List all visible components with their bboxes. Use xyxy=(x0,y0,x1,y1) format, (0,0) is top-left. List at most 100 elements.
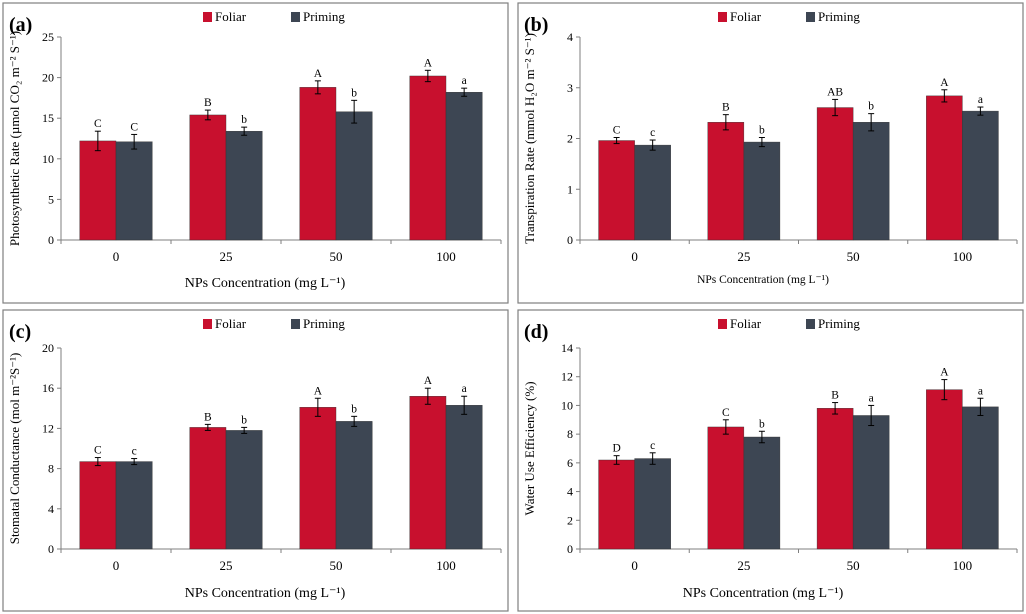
y-tick-label: 3 xyxy=(567,81,573,95)
y-tick-label: 2 xyxy=(567,513,573,527)
x-axis-label: NPs Concentration (mg L⁻¹) xyxy=(697,274,829,286)
legend-label-foliar: Foliar xyxy=(215,316,247,331)
legend-label-priming: Priming xyxy=(818,316,860,331)
significance-letter: B xyxy=(204,97,212,109)
significance-letter: c xyxy=(650,127,655,139)
category-label: 100 xyxy=(436,558,456,573)
bar-foliar-50 xyxy=(299,87,337,241)
category-label: 25 xyxy=(220,249,233,264)
significance-letter: a xyxy=(978,94,983,106)
significance-letter: a xyxy=(978,385,983,397)
significance-letter: a xyxy=(462,75,467,87)
category-label: 0 xyxy=(631,558,638,573)
bar-foliar-25 xyxy=(707,426,745,550)
bar-priming-100 xyxy=(962,406,999,550)
significance-letter: C xyxy=(130,121,138,133)
bar-priming-50 xyxy=(852,122,890,241)
significance-letter: c xyxy=(650,440,655,452)
significance-letter: A xyxy=(940,367,949,379)
legend-swatch-foliar xyxy=(203,12,212,22)
category-label: 100 xyxy=(436,249,456,264)
bar-foliar-25 xyxy=(189,427,227,550)
y-tick-label: 20 xyxy=(42,341,54,355)
chart-panel-a: (a) Foliar Priming 0 5 10 15 20 25 0 C C 25 Bb 50 Ab 100… xyxy=(2,2,509,304)
y-tick-label: 0 xyxy=(567,233,573,247)
legend-swatch-priming xyxy=(806,319,815,329)
y-tick-label: 20 xyxy=(42,71,54,85)
y-tick-label: 4 xyxy=(48,502,54,516)
y-tick-label: 16 xyxy=(42,381,54,395)
bar-foliar-50 xyxy=(816,408,854,550)
y-tick-label: 4 xyxy=(567,485,573,499)
y-tick-label: 2 xyxy=(567,132,573,146)
x-axis-label: NPs Concentration (mg L⁻¹) xyxy=(185,586,346,601)
significance-letter: b xyxy=(241,114,247,126)
bar-foliar-25 xyxy=(189,114,227,241)
significance-letter: b xyxy=(759,124,765,136)
bar-foliar-25 xyxy=(707,122,745,241)
y-tick-label: 14 xyxy=(561,341,573,355)
legend-swatch-foliar xyxy=(718,319,727,329)
significance-letter: A xyxy=(424,57,433,69)
significance-letter: c xyxy=(132,446,137,458)
category-label: 25 xyxy=(737,558,750,573)
significance-letter: A xyxy=(424,375,433,387)
bar-priming-25 xyxy=(225,430,263,550)
significance-letter: b xyxy=(241,414,247,426)
y-tick-label: 8 xyxy=(567,427,573,441)
bar-priming-100 xyxy=(445,92,483,241)
panel-label: (b) xyxy=(524,14,548,36)
legend-label-priming: Priming xyxy=(303,9,345,24)
significance-letter: B xyxy=(722,102,730,114)
bar-priming-25 xyxy=(225,130,263,241)
category-label: 25 xyxy=(220,558,233,573)
significance-letter: A xyxy=(314,68,323,80)
x-axis-label: NPs Concentration (mg L⁻¹) xyxy=(185,276,346,291)
bar-foliar-0 xyxy=(79,140,117,241)
bar-foliar-100 xyxy=(409,75,447,241)
significance-letter: A xyxy=(940,77,949,89)
significance-letter: C xyxy=(94,445,102,457)
legend-swatch-priming xyxy=(806,12,815,22)
category-label: 50 xyxy=(330,249,343,264)
category-label: 100 xyxy=(953,249,973,264)
y-tick-label: 6 xyxy=(567,456,573,470)
bar-foliar-0 xyxy=(598,140,635,241)
bar-foliar-100 xyxy=(926,389,963,550)
legend-swatch-priming xyxy=(291,319,300,329)
y-axis-label: Water Use Efficiency (%) xyxy=(522,381,537,515)
chart-panel-d: (d) Foliar Priming 0 2 4 6 8 10 12 14 0 D c 25 Cb 50 B a 10… xyxy=(517,309,1024,612)
significance-letter: B xyxy=(831,390,839,402)
significance-letter: b xyxy=(759,418,765,430)
significance-letter: C xyxy=(722,407,730,419)
significance-letter: b xyxy=(351,403,357,415)
x-axis-label: NPs Concentration (mg L⁻¹) xyxy=(683,586,844,601)
bar-foliar-100 xyxy=(409,396,447,550)
significance-letter: b xyxy=(351,87,357,99)
category-label: 0 xyxy=(113,558,120,573)
y-tick-label: 10 xyxy=(561,398,573,412)
bar-foliar-0 xyxy=(598,459,635,550)
y-tick-label: 4 xyxy=(567,30,573,44)
bar-priming-0 xyxy=(634,144,671,241)
panel-label: (c) xyxy=(9,321,31,343)
category-label: 100 xyxy=(953,558,973,573)
category-label: 25 xyxy=(737,249,750,264)
significance-letter: D xyxy=(612,443,620,455)
bar-priming-25 xyxy=(743,141,781,241)
y-tick-label: 12 xyxy=(561,370,573,384)
category-label: 0 xyxy=(631,249,638,264)
bar-priming-100 xyxy=(445,405,483,550)
chart-panel-b: (b) Foliar Priming 0 1 2 3 4 0 C c 25 Bb 50 AB b 100 Aa NP… xyxy=(517,2,1024,304)
legend-label-priming: Priming xyxy=(818,9,860,24)
bar-priming-100 xyxy=(962,110,999,241)
significance-letter: b xyxy=(868,101,874,113)
bar-foliar-0 xyxy=(79,461,117,550)
legend-label-foliar: Foliar xyxy=(215,9,247,24)
bar-priming-25 xyxy=(743,436,781,550)
legend-swatch-foliar xyxy=(718,12,727,22)
bar-foliar-50 xyxy=(816,107,854,241)
legend-label-foliar: Foliar xyxy=(730,316,762,331)
bar-priming-0 xyxy=(115,141,153,241)
